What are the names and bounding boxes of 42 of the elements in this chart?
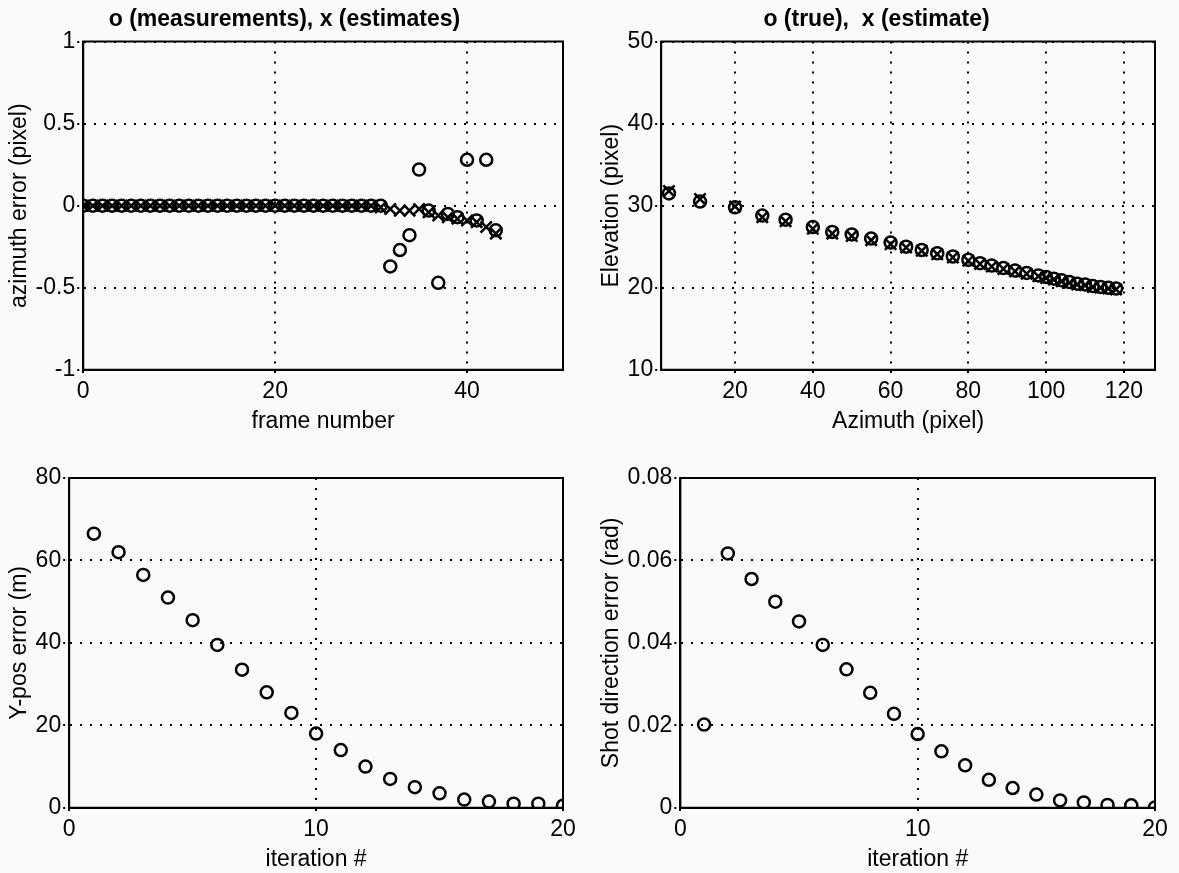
x-tick-label: 20 (1142, 814, 1168, 841)
y-tick-label: 10 (627, 355, 654, 382)
y-tick-label: 20 (627, 273, 654, 300)
y-tick-label: 50 (627, 26, 654, 53)
y-tick-label: 60 (35, 545, 62, 572)
x-tick-label: 20 (262, 376, 288, 403)
x-axis-title: frame number (251, 406, 396, 433)
y-tick-label: 20 (35, 710, 62, 737)
y-tick-label: 40 (35, 628, 62, 655)
y-tick-label: 80 (35, 463, 62, 490)
x-tick-label: 100 (1026, 376, 1066, 403)
chart-title: o (measurements), x (estimates) (108, 5, 461, 32)
y-tick-label: 0 (48, 793, 62, 820)
y-axis-title: Shot direction error (rad) (597, 517, 624, 769)
x-tick-label: 20 (722, 376, 748, 403)
x-axis-title: iteration # (867, 844, 969, 871)
y-tick-label: 0.06 (627, 545, 673, 572)
y-tick-label: 30 (627, 191, 654, 218)
x-tick-label: 10 (303, 814, 329, 841)
y-tick-label: 0.5 (43, 108, 76, 135)
y-axis-title: azimuth error (pixel) (5, 103, 32, 308)
x-tick-label: 80 (955, 376, 982, 403)
x-tick-label: 10 (904, 814, 931, 841)
x-tick-label: 20 (550, 814, 576, 841)
x-axis-title: Azimuth (pixel) (832, 406, 985, 433)
x-axis-title: iteration # (265, 844, 367, 871)
y-tick-label: 0 (62, 191, 76, 218)
y-tick-label: 0.08 (627, 463, 673, 490)
y-tick-label: 1 (62, 26, 76, 53)
y-tick-label: 40 (627, 108, 654, 135)
x-tick-label: 120 (1104, 376, 1144, 403)
y-tick-label: 0 (659, 793, 673, 820)
x-tick-label: 60 (877, 376, 904, 403)
y-tick-label: -1 (54, 355, 76, 382)
x-tick-label: 40 (454, 376, 480, 403)
y-tick-label: 0.02 (627, 710, 673, 737)
y-axis-title: Y-pos error (m) (5, 566, 32, 720)
chart-title: o (true), x (estimate) (763, 5, 990, 32)
x-tick-label: 40 (800, 376, 826, 403)
y-tick-label: -0.5 (35, 273, 76, 300)
y-tick-label: 0.04 (627, 628, 673, 655)
y-axis-title: Elevation (pixel) (597, 123, 624, 288)
